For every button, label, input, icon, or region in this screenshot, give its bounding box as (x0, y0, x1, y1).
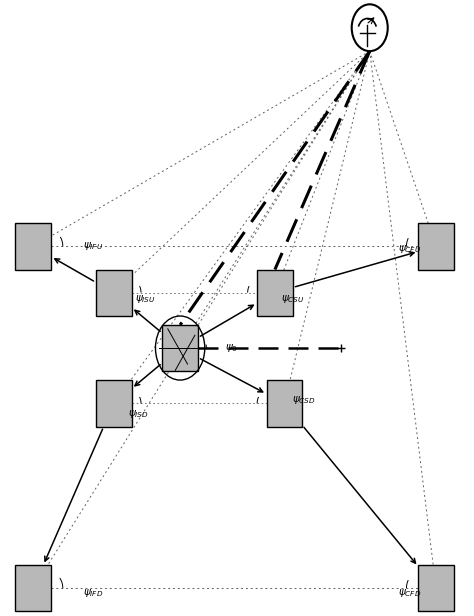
Text: $\psi_{CSU}$: $\psi_{CSU}$ (281, 293, 304, 306)
Bar (162, 325, 198, 371)
Bar (16, 565, 51, 611)
Bar (16, 223, 51, 270)
Text: $\psi_{ISU}$: $\psi_{ISU}$ (135, 293, 156, 306)
Text: $\psi_{IFU}$: $\psi_{IFU}$ (83, 240, 103, 253)
Bar (96, 380, 131, 426)
Bar (418, 223, 454, 270)
Bar (418, 565, 454, 611)
Text: $\psi_{CFD}$: $\psi_{CFD}$ (398, 586, 421, 599)
Text: $\psi_{CFU}$: $\psi_{CFU}$ (398, 243, 421, 256)
Text: $\psi_{ISD}$: $\psi_{ISD}$ (128, 408, 149, 420)
Bar (96, 270, 131, 315)
Text: $\psi_{CSD}$: $\psi_{CSD}$ (292, 394, 316, 407)
Bar (257, 270, 292, 315)
Text: $\psi_0$: $\psi_0$ (225, 342, 238, 354)
Bar (266, 380, 302, 426)
Text: $\psi_{IFD}$: $\psi_{IFD}$ (83, 586, 103, 599)
